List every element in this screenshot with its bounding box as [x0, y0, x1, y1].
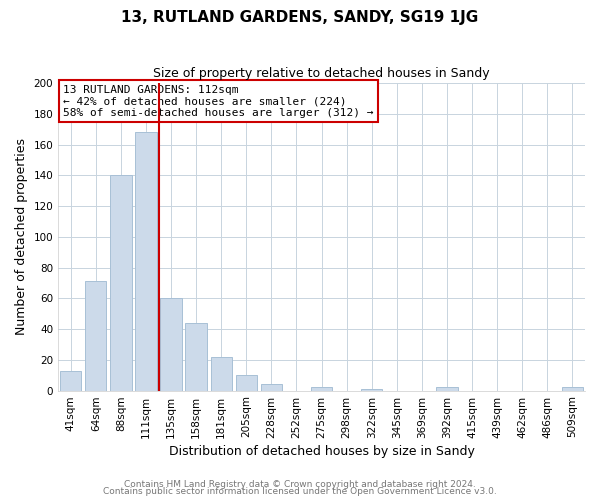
- Text: 13 RUTLAND GARDENS: 112sqm
← 42% of detached houses are smaller (224)
58% of sem: 13 RUTLAND GARDENS: 112sqm ← 42% of deta…: [64, 84, 374, 118]
- Title: Size of property relative to detached houses in Sandy: Size of property relative to detached ho…: [153, 68, 490, 80]
- Bar: [436, 388, 458, 390]
- Bar: [60, 370, 82, 390]
- Text: 13, RUTLAND GARDENS, SANDY, SG19 1JG: 13, RUTLAND GARDENS, SANDY, SG19 1JG: [121, 10, 479, 25]
- X-axis label: Distribution of detached houses by size in Sandy: Distribution of detached houses by size …: [169, 444, 475, 458]
- Text: Contains public sector information licensed under the Open Government Licence v3: Contains public sector information licen…: [103, 487, 497, 496]
- Text: Contains HM Land Registry data © Crown copyright and database right 2024.: Contains HM Land Registry data © Crown c…: [124, 480, 476, 489]
- Bar: [236, 375, 257, 390]
- Bar: [562, 388, 583, 390]
- Y-axis label: Number of detached properties: Number of detached properties: [15, 138, 28, 336]
- Bar: [185, 323, 207, 390]
- Bar: [261, 384, 282, 390]
- Bar: [110, 176, 131, 390]
- Bar: [311, 388, 332, 390]
- Bar: [211, 356, 232, 390]
- Bar: [160, 298, 182, 390]
- Bar: [136, 132, 157, 390]
- Bar: [85, 282, 106, 391]
- Bar: [361, 389, 382, 390]
